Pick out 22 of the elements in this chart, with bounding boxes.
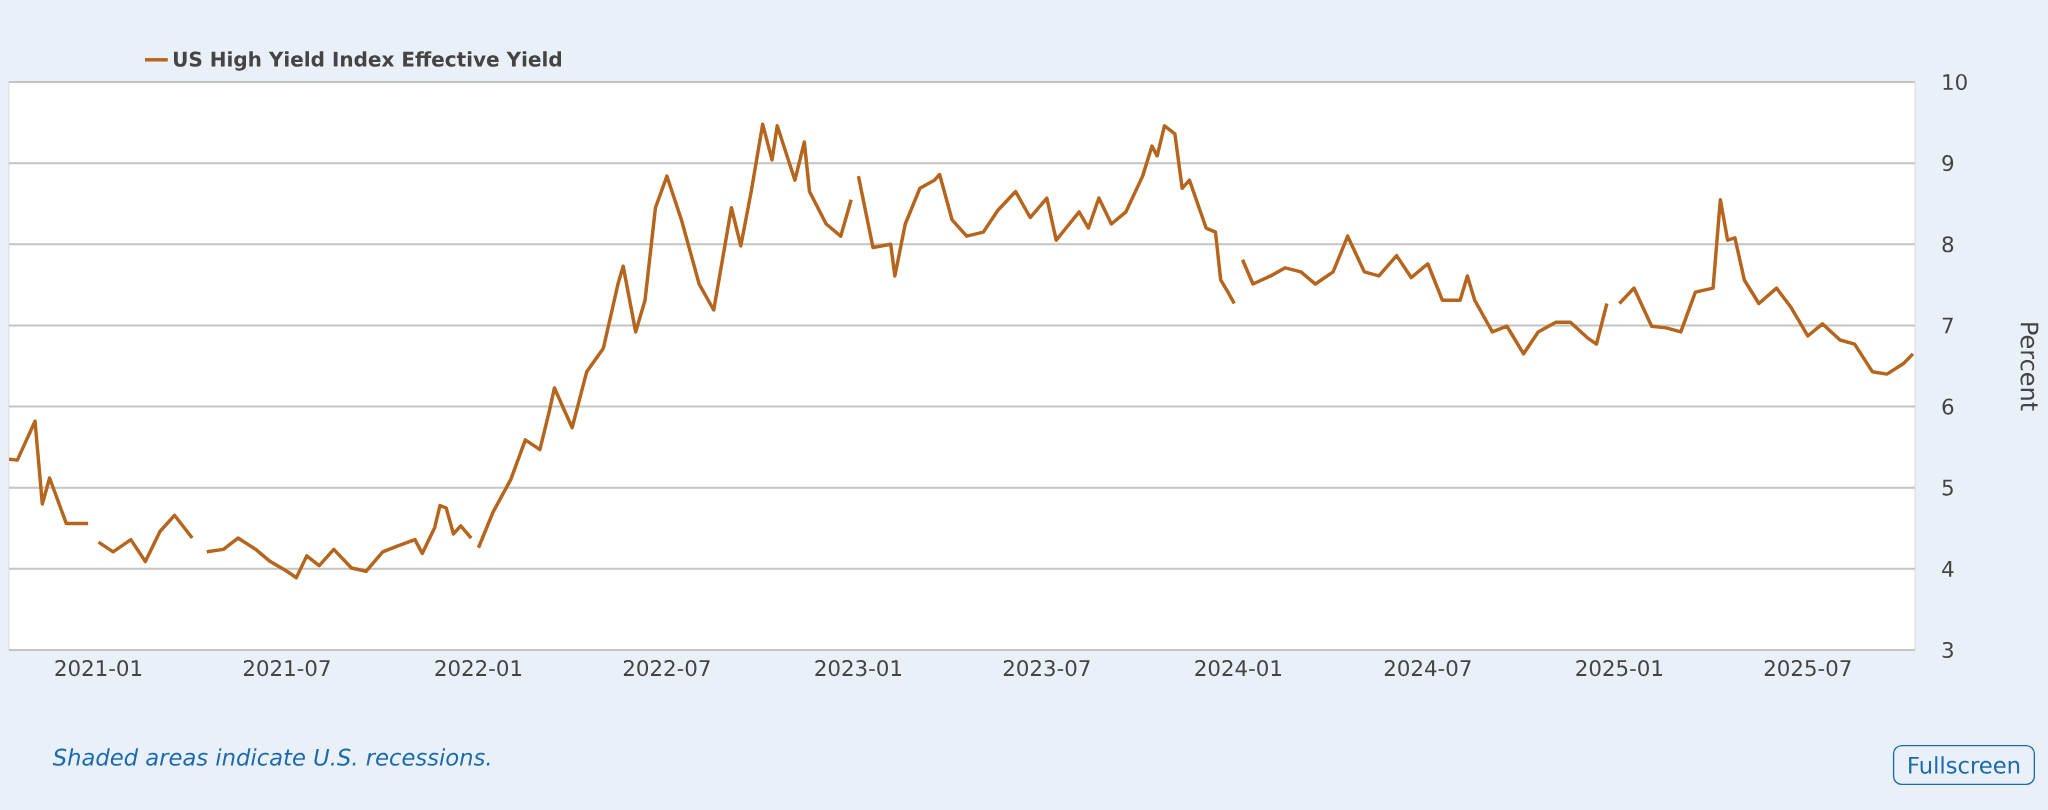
x-tick-label: 2023-07 bbox=[1003, 660, 1090, 677]
x-tick-label: 2023-01 bbox=[815, 660, 902, 677]
x-tick-label: 2025-01 bbox=[1576, 660, 1662, 677]
y-tick-label: 6 bbox=[1942, 398, 1954, 415]
y-tick-label: 7 bbox=[1942, 317, 1953, 334]
text: Fullscreen bbox=[1909, 756, 2020, 774]
x-tick-label: 2022-01 bbox=[435, 660, 522, 677]
legend-label: US High Yield Index Effective Yield bbox=[174, 51, 561, 71]
y-tick-label: 5 bbox=[1942, 479, 1953, 496]
y-axis-title: Percent bbox=[2020, 323, 2039, 411]
x-tick-label: 2021-01 bbox=[55, 660, 142, 677]
x-tick-label: 2021-07 bbox=[243, 660, 330, 677]
x-tick-label: 2025-07 bbox=[1764, 660, 1851, 677]
y-tick-label: 3 bbox=[1942, 641, 1953, 659]
y-tick-label: 9 bbox=[1942, 155, 1954, 172]
text: Shaded areas indicate U.S. recessions. bbox=[52, 748, 490, 766]
y-tick-label: 4 bbox=[1942, 561, 1954, 577]
y-tick-label: 10 bbox=[1943, 73, 1967, 91]
x-tick-label: 2022-07 bbox=[623, 660, 710, 677]
x-tick-label: 2024-07 bbox=[1384, 660, 1471, 677]
x-tick-label: 2024-01 bbox=[1195, 660, 1281, 677]
y-tick-label: 8 bbox=[1942, 236, 1954, 253]
